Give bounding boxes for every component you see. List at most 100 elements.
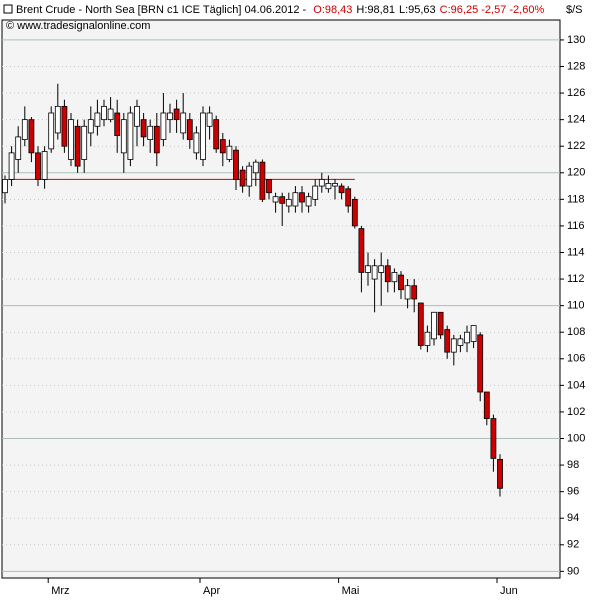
- candle-body: [444, 329, 451, 353]
- y-tick-label: 92: [567, 539, 579, 551]
- chart-title: Brent Crude - North Sea [BRN c1 ICE Tägl…: [16, 4, 307, 16]
- candle-body: [345, 188, 352, 207]
- candle-body: [173, 108, 180, 121]
- candle-body: [490, 418, 497, 459]
- candle-body: [477, 334, 484, 393]
- candle-body: [35, 152, 41, 180]
- candle-body: [226, 145, 233, 160]
- candle-body: [358, 228, 365, 273]
- y-tick-label: 122: [567, 140, 585, 152]
- candle-body: [365, 265, 371, 273]
- candle-body: [279, 196, 286, 204]
- candle-body: [332, 183, 338, 187]
- candle-body: [318, 179, 325, 187]
- plot-area: [1, 19, 561, 579]
- candle-body: [338, 185, 345, 194]
- candle-body: [54, 105, 61, 134]
- y-tick-label: 112: [567, 273, 585, 285]
- y-tick-label: 124: [567, 114, 585, 126]
- source: © www.tradesignalonline.com: [6, 20, 150, 32]
- x-tick-label: Jun: [500, 585, 518, 597]
- y-tick-label: 118: [567, 193, 585, 205]
- header: Brent Crude - North Sea [BRN c1 ICE Tägl…: [16, 4, 544, 16]
- candle-body: [61, 105, 68, 147]
- candle-body: [457, 338, 464, 346]
- y-tick-label: 90: [567, 565, 579, 577]
- y-tick-label: 106: [567, 353, 585, 365]
- candle-body: [259, 161, 266, 200]
- candle-body: [193, 132, 200, 154]
- candle-body: [140, 119, 147, 138]
- candle-body: [305, 196, 312, 207]
- candle-body: [417, 302, 424, 346]
- y-tick-label: 126: [567, 87, 585, 99]
- candle-body: [483, 391, 490, 419]
- candle-body: [153, 125, 160, 154]
- candle-body: [81, 125, 88, 160]
- y-tick-label: 94: [567, 512, 579, 524]
- candle-body: [497, 458, 503, 489]
- candle-body: [2, 179, 8, 194]
- candle-body: [411, 285, 418, 300]
- candle-body: [48, 112, 55, 150]
- candle-body: [266, 179, 272, 194]
- y-tick-label: 96: [567, 486, 579, 498]
- candle-body: [200, 112, 206, 160]
- y-tick-label: 128: [567, 60, 585, 72]
- candle-body: [233, 149, 239, 180]
- candle-body: [239, 169, 246, 187]
- y-tick-label: 102: [567, 406, 585, 418]
- candle-body: [167, 112, 173, 121]
- y-tick-label: 120: [567, 167, 585, 179]
- candle-body: [101, 105, 107, 121]
- y-tick-label: 100: [567, 432, 585, 444]
- y-unit: $/S: [566, 4, 583, 16]
- candle-body: [206, 112, 213, 127]
- candle-body: [74, 125, 81, 167]
- candle-body: [186, 119, 193, 140]
- candle-body: [272, 196, 279, 203]
- candle-body: [147, 125, 154, 140]
- candle-body: [180, 112, 187, 134]
- candle-body: [325, 183, 332, 190]
- y-tick-label: 110: [567, 300, 585, 312]
- candle-body: [213, 119, 220, 150]
- candle-body: [120, 119, 127, 154]
- y-tick-label: 114: [567, 246, 585, 258]
- candle-body: [160, 112, 167, 140]
- candle-body: [28, 119, 35, 154]
- quote-value: C:96,25 -2,57 -2,60%: [440, 4, 545, 16]
- candle-body: [285, 198, 292, 207]
- y-tick-label: 104: [567, 379, 585, 391]
- icon: [3, 4, 13, 14]
- candle-body: [8, 152, 15, 180]
- candle-body: [312, 185, 319, 200]
- y-tick-label: 130: [567, 34, 585, 46]
- candle-body: [299, 192, 305, 203]
- candle-body: [431, 311, 437, 340]
- candle-body: [252, 161, 259, 174]
- y-tick-label: 116: [567, 220, 585, 232]
- candle-body: [470, 325, 477, 342]
- candle-body: [437, 311, 444, 336]
- candle-body: [384, 265, 391, 283]
- quote-value: L:95,63: [399, 4, 436, 16]
- candle-body: [94, 112, 101, 127]
- x-tick-label: Apr: [203, 585, 220, 597]
- candle-body: [87, 119, 94, 134]
- candle-body: [134, 105, 140, 127]
- candle-body: [41, 151, 48, 180]
- candle-body: [351, 198, 358, 227]
- candle-body: [107, 108, 114, 121]
- y-tick-label: 98: [567, 459, 579, 471]
- candle-body: [219, 139, 226, 154]
- candle-body: [404, 285, 411, 300]
- candle-body: [246, 165, 253, 187]
- candle-body: [450, 338, 457, 353]
- candle-body: [127, 112, 134, 160]
- quote-value: H:98,81: [356, 4, 395, 16]
- candle-body: [391, 272, 398, 283]
- candle-body: [398, 274, 404, 291]
